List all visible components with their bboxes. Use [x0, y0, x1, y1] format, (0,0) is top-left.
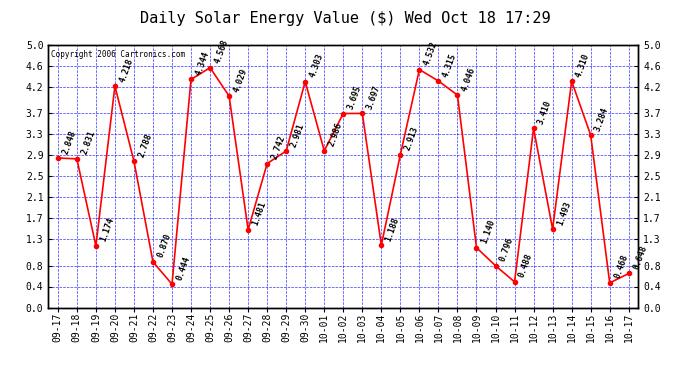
Text: 3.695: 3.695 [346, 84, 363, 111]
Text: Daily Solar Energy Value ($) Wed Oct 18 17:29: Daily Solar Energy Value ($) Wed Oct 18 … [139, 11, 551, 26]
Text: 0.648: 0.648 [631, 244, 649, 271]
Text: 2.986: 2.986 [327, 122, 344, 148]
Text: 4.532: 4.532 [422, 40, 439, 67]
Text: 2.742: 2.742 [270, 134, 287, 161]
Text: 3.697: 3.697 [365, 84, 382, 111]
Text: 1.493: 1.493 [555, 200, 573, 226]
Text: 0.444: 0.444 [175, 255, 192, 281]
Text: 2.913: 2.913 [403, 125, 420, 152]
Text: 2.831: 2.831 [79, 129, 97, 156]
Text: 2.788: 2.788 [137, 132, 154, 158]
Text: 0.468: 0.468 [613, 254, 629, 280]
Text: 3.410: 3.410 [536, 99, 553, 126]
Text: 4.344: 4.344 [194, 50, 211, 76]
Text: 0.870: 0.870 [156, 232, 172, 259]
Text: 2.848: 2.848 [61, 129, 77, 155]
Text: 4.046: 4.046 [460, 66, 477, 92]
Text: 1.140: 1.140 [480, 218, 496, 245]
Text: 4.315: 4.315 [441, 52, 458, 78]
Text: 4.029: 4.029 [232, 67, 249, 93]
Text: 0.796: 0.796 [498, 236, 515, 263]
Text: 2.981: 2.981 [289, 122, 306, 148]
Text: 0.488: 0.488 [518, 252, 534, 279]
Text: 4.568: 4.568 [213, 38, 230, 65]
Text: 1.481: 1.481 [251, 200, 268, 227]
Text: 4.310: 4.310 [574, 52, 591, 78]
Text: 1.174: 1.174 [99, 216, 116, 243]
Text: 4.303: 4.303 [308, 52, 325, 79]
Text: 1.188: 1.188 [384, 216, 401, 242]
Text: 4.218: 4.218 [118, 57, 135, 83]
Text: Copyright 2006 Cartronics.com: Copyright 2006 Cartronics.com [51, 50, 186, 59]
Text: 3.284: 3.284 [593, 106, 611, 132]
